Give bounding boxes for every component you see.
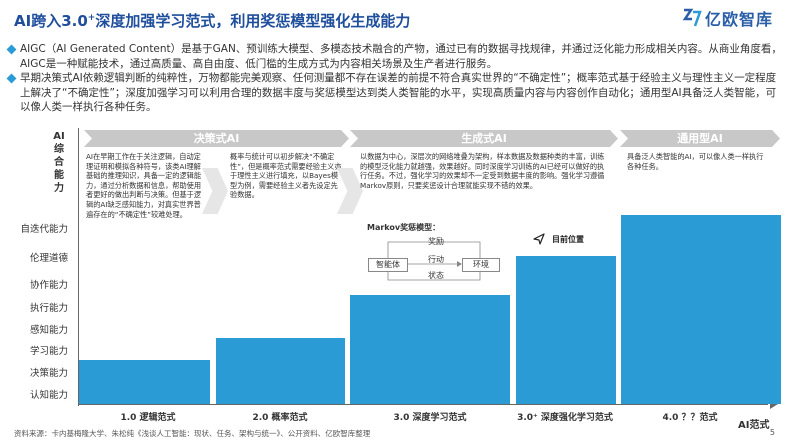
- x-stage-label: 3.0 深度学习范式: [393, 413, 467, 423]
- current-position-label: 目前位置: [552, 235, 584, 244]
- y-level-label: 执行能力: [29, 303, 68, 314]
- diamond-bullet-icon: [6, 44, 17, 55]
- y-level-label: 自迭代能力: [20, 224, 68, 235]
- bullet-text: 早期决策式AI依赖逻辑判断的纯粹性，万物都能完美观察、任何测量都不存在误差的前提…: [20, 72, 777, 113]
- logo-icon: [681, 6, 703, 30]
- x-stage-label: 2.0 概率范式: [252, 413, 308, 423]
- step-deep-reinforcement: [516, 256, 616, 404]
- markov-reward: 奖励: [428, 237, 444, 246]
- y-level-label: 伦理道德: [29, 253, 68, 264]
- cursor-pointer-icon: [533, 233, 545, 245]
- step-general: [621, 215, 781, 404]
- bullet-list: AIGC（AI Generated Content）是基于GAN、预训练大模型、…: [6, 42, 783, 115]
- logo: 亿欧智库: [681, 6, 773, 30]
- markov-state: 状态: [428, 271, 444, 280]
- x-axis-line: [78, 404, 768, 405]
- title-main: AI跨入3.0: [14, 12, 88, 30]
- page-title: AI跨入3.0+深度加强学习范式，利用奖惩模型强化生成能力: [14, 10, 410, 31]
- logic-description: AI在早期工作在于关注逻辑，自动定理证明和模拟各种符号，该类AI理解基础的推理知…: [86, 152, 202, 219]
- title-sup: +: [87, 13, 96, 23]
- phase-decision-ai: 决策式AI: [84, 130, 349, 147]
- title-rest: 深度加强学习范式，利用奖惩模型强化生成能力: [95, 12, 411, 30]
- markov-environment-box: 环境: [462, 258, 500, 272]
- source-note: 资料来源：卡内基梅隆大学、朱松纯《浅谈人工智能：现状、任务、架构与统一》、公开资…: [14, 429, 371, 438]
- bullet-text: AIGC（AI Generated Content）是基于GAN、预训练大模型、…: [20, 43, 782, 70]
- phase-general-ai: 通用型AI: [620, 130, 780, 147]
- x-axis-title: AI范式: [738, 420, 770, 431]
- diamond-bullet-icon: [6, 73, 17, 84]
- logo-text: 亿欧智库: [704, 10, 773, 29]
- y-level-label: 协作能力: [29, 280, 68, 291]
- markov-title: Markov奖惩模型：: [367, 223, 441, 232]
- markov-agent-box: 智能体: [368, 258, 408, 272]
- markov-action: 行动: [428, 255, 444, 264]
- y-level-label: 认知能力: [29, 390, 68, 401]
- y-axis-line: [78, 128, 79, 406]
- bullet-item: AIGC（AI Generated Content）是基于GAN、预训练大模型、…: [6, 42, 783, 71]
- x-stage-label: 3.0⁺ 深度强化学习范式: [517, 413, 613, 423]
- phase-generative-ai: 生成式AI: [350, 130, 618, 147]
- y-level-label: 决策能力: [29, 368, 68, 379]
- page-number: 5: [769, 428, 775, 437]
- probability-description: 概率与统计可以初步解决“不确定性”，但是概率范式需要经验主义亦于理性主义进行填充…: [230, 152, 342, 200]
- x-axis-arrow-icon: [770, 399, 778, 409]
- step-deep-learning: [350, 295, 510, 404]
- y-level-label: 学习能力: [29, 346, 68, 357]
- bullet-item: 早期决策式AI依赖逻辑判断的纯粹性，万物都能完美观察、任何测量都不存在误差的前提…: [6, 71, 783, 115]
- step-logic: [79, 360, 210, 404]
- general-ai-description: 具备泛人类智能的AI，可以像人类一样执行各种任务。: [627, 152, 764, 171]
- deep-learning-description: 以数据为中心，深层次的网络堆叠为架构，样本数据及数据种类的丰富，训练的模型泛化能…: [360, 152, 605, 190]
- y-axis-title: AI综合能力: [53, 131, 65, 194]
- x-stage-label: 4.0 ？？范式: [662, 413, 718, 423]
- x-stage-label: 1.0 逻辑范式: [120, 413, 176, 423]
- y-level-label: 感知能力: [29, 325, 68, 336]
- step-probability: [216, 338, 345, 404]
- markov-diagram: [387, 241, 481, 281]
